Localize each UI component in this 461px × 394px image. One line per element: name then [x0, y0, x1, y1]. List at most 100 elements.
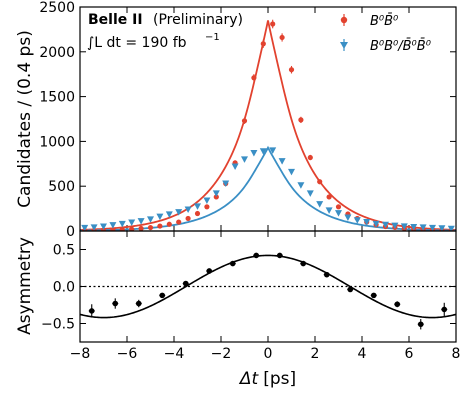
asymmetry-fit-curve — [80, 254, 456, 319]
data-point-same-sign — [212, 190, 220, 197]
data-point-same-sign — [306, 190, 314, 197]
asym-data-point — [441, 306, 448, 313]
asym-data-point — [323, 271, 330, 278]
data-point-bbbar — [326, 194, 332, 200]
asym-plot-area — [80, 252, 456, 330]
data-point-same-sign — [118, 220, 126, 228]
main-y-tick-label: 2500 — [39, 0, 75, 16]
data-point-same-sign — [353, 217, 361, 224]
data-point-same-sign — [81, 224, 89, 231]
data-point-same-sign — [372, 220, 380, 228]
data-point-bbbar — [185, 215, 191, 222]
data-point-bbbar — [335, 204, 342, 210]
main-y-tick-label: 2000 — [39, 45, 75, 61]
data-point-same-sign — [335, 210, 342, 217]
asym-x-tick-label: 6 — [405, 346, 414, 362]
data-point-bbbar — [110, 227, 116, 231]
data-point-bbbar — [241, 118, 248, 124]
asym-x-tick-label: −8 — [70, 346, 91, 362]
main-y-tick-label: 0 — [66, 224, 75, 240]
data-point-same-sign — [363, 219, 371, 226]
data-point-same-sign — [90, 224, 98, 231]
data-point-bbbar — [166, 221, 172, 227]
main-panel: 0 500 1000 1500 2000 2500 Belle II (Prelimina… — [15, 0, 457, 240]
asym-x-tick-label: 0 — [264, 346, 273, 362]
main-y-axis-label: Candidates / (0.4 ps) — [15, 30, 35, 208]
data-point-bbbar — [119, 227, 125, 231]
legend-label-same-sign: B⁰B⁰/B̄⁰B̄⁰ — [370, 39, 432, 54]
data-point-bbbar — [288, 67, 295, 73]
data-point-bbbar — [194, 210, 201, 217]
data-point-same-sign — [165, 211, 173, 218]
asym-frame — [79, 230, 457, 343]
data-point-same-sign — [231, 163, 239, 170]
asym-y-ticks: −0.5 0.0 0.5 — [41, 243, 456, 333]
asym-data-point — [88, 308, 95, 314]
data-point-same-sign — [288, 168, 295, 176]
legend-entry-bbbar: B⁰B̄⁰ — [340, 14, 399, 29]
data-point-same-sign — [250, 150, 258, 157]
main-y-tick-label: 1500 — [39, 90, 75, 106]
asym-x-ticks: −8 −6 −4 −2 0 2 4 6 8 — [70, 231, 461, 362]
asym-y-tick-label: −0.5 — [41, 317, 75, 333]
data-point-same-sign — [222, 180, 230, 188]
asym-data-point — [229, 260, 236, 267]
asym-data-point — [394, 301, 401, 308]
data-point-same-sign — [100, 223, 107, 231]
data-point-same-sign — [400, 223, 408, 230]
data-point-same-sign — [438, 225, 446, 231]
data-point-same-sign — [344, 214, 352, 222]
data-point-bbbar — [213, 194, 219, 200]
data-point-same-sign — [194, 203, 201, 210]
asym-data-point — [276, 252, 283, 259]
data-point-bbbar — [147, 224, 154, 231]
asym-x-tick-label: −4 — [164, 346, 185, 362]
asym-y-tick-label: 0.5 — [53, 243, 75, 259]
x-axis-unit: [ps] — [263, 369, 296, 389]
asym-data-point — [417, 321, 424, 328]
data-point-same-sign — [156, 213, 164, 221]
asym-data-point — [159, 292, 166, 299]
asym-data-point — [206, 268, 213, 274]
data-point-bbbar — [260, 41, 266, 47]
data-point-bbbar — [204, 204, 210, 210]
x-axis-symbol: Δt — [238, 369, 260, 389]
data-point-same-sign — [175, 209, 183, 216]
asym-data-point — [182, 280, 189, 287]
data-point-same-sign — [259, 148, 267, 155]
x-axis-label: Δt [ps] — [238, 369, 296, 389]
data-point-bbbar — [251, 75, 257, 81]
asym-x-tick-label: 8 — [452, 346, 461, 362]
data-point-same-sign — [137, 218, 145, 225]
data-point-bbbar — [279, 34, 285, 41]
legend-entry-same-sign: B⁰B⁰/B̄⁰B̄⁰ — [340, 39, 432, 54]
data-point-same-sign — [184, 206, 192, 213]
legend-label-bbbar: B⁰B̄⁰ — [370, 14, 399, 29]
svg-text:Δt[ps]: Δt [ps] — [238, 369, 296, 389]
data-point-same-sign — [410, 223, 418, 231]
legend-marker-triangle — [340, 42, 348, 49]
luminosity-exponent: −1 — [205, 32, 220, 43]
experiment-label: Belle II — [88, 12, 143, 28]
fit-curve-same-sign — [80, 145, 456, 231]
asym-data-point — [253, 252, 260, 259]
data-point-same-sign — [269, 147, 277, 154]
main-y-tick-label: 1000 — [39, 134, 75, 150]
data-point-bbbar — [138, 225, 144, 231]
asymmetry-panel: −0.5 0.0 0.5 −8 −6 −4 −2 0 2 4 6 8 Asymmetry Δt [ps… — [15, 230, 461, 389]
data-point-bbbar — [307, 154, 313, 161]
data-point-bbbar — [270, 21, 276, 27]
data-point-same-sign — [278, 158, 286, 165]
asym-data-point — [112, 300, 119, 307]
data-point-same-sign — [391, 222, 399, 230]
main-y-ticks: 0 500 1000 1500 2000 2500 — [39, 0, 456, 240]
data-point-same-sign — [147, 216, 154, 223]
data-point-same-sign — [382, 221, 389, 229]
luminosity-label: ∫L dt = 190 fb — [87, 35, 187, 51]
asym-y-axis-label: Asymmetry — [15, 237, 35, 335]
data-point-bbbar — [176, 219, 182, 225]
main-plot-area — [80, 19, 456, 231]
legend-marker-circle — [340, 16, 348, 24]
asym-x-tick-label: 4 — [358, 346, 367, 362]
data-point-same-sign — [419, 224, 427, 231]
